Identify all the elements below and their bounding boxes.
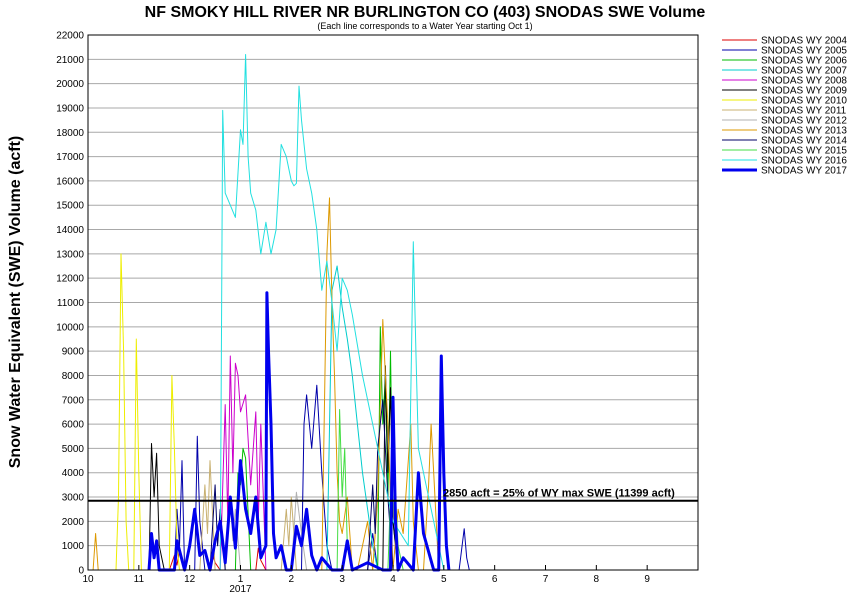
y-tick-label: 14000 (56, 225, 84, 236)
y-tick-label: 6000 (62, 420, 85, 431)
y-tick-label: 7000 (62, 395, 85, 406)
legend-entry-label: SNODAS WY 2004 (761, 36, 847, 47)
y-tick-label: 15000 (56, 201, 84, 212)
x-tick-label: 11 (134, 574, 145, 585)
x-tick-label: 7 (543, 574, 549, 585)
y-tick-label: 18000 (56, 128, 84, 139)
y-tick-label: 19000 (56, 103, 84, 114)
y-tick-label: 1000 (62, 541, 85, 552)
legend-entry-label: SNODAS WY 2005 (761, 46, 847, 57)
y-tick-label: 17000 (56, 152, 84, 163)
legend-entry-label: SNODAS WY 2013 (761, 126, 847, 137)
axes: 0 1000 2000 3000 4000 5000 6000 7000 8000 9000 100… (56, 31, 650, 596)
x-tick-label: 1 (238, 574, 244, 585)
x-tick-label: 5 (441, 574, 447, 585)
y-tick-label: 2000 (62, 517, 85, 528)
y-axis-label: Snow Water Equivalent (SWE) Volume (acft… (7, 136, 24, 468)
legend-entry-label: SNODAS WY 2012 (761, 116, 847, 127)
x-tick-label: 12 (184, 574, 196, 585)
legend-entry-label: SNODAS WY 2016 (761, 156, 847, 167)
reference-line-group: 2850 acft = 25% of WY max SWE (11399 acf… (88, 488, 698, 502)
y-tick-label: 5000 (62, 444, 85, 455)
legend-entry-label: SNODAS WY 2011 (761, 106, 847, 117)
x-tick-label: 10 (82, 574, 94, 585)
y-tick-label: 10000 (56, 322, 84, 333)
y-tick-label: 3000 (62, 493, 85, 504)
series-line-snodas-wy-2008 (219, 355, 267, 571)
legend-entry-label: SNODAS WY 2017 (761, 166, 847, 177)
legend-entry-label: SNODAS WY 2008 (761, 76, 847, 87)
chart-title: NF SMOKY HILL RIVER NR BURLINGTON CO (40… (145, 4, 706, 21)
legend-entry-label: SNODAS WY 2007 (761, 66, 847, 77)
series-line-snodas-wy-2016 (219, 54, 445, 571)
legend-entry-label: SNODAS WY 2014 (761, 136, 847, 147)
x-tick-label: 4 (390, 574, 396, 585)
reference-line-label: 2850 acft = 25% of WY max SWE (11399 acf… (443, 488, 675, 500)
x-tick-label: 8 (594, 574, 600, 585)
y-tick-label: 16000 (56, 176, 84, 187)
y-tick-label: 4000 (62, 468, 85, 479)
y-tick-label: 0 (78, 566, 84, 577)
legend-entry-label: SNODAS WY 2010 (761, 96, 847, 107)
x-tick-label: 2 (289, 574, 295, 585)
y-tick-label: 21000 (56, 55, 84, 66)
legend-entry-label: SNODAS WY 2015 (761, 146, 847, 157)
y-tick-label: 11000 (57, 298, 85, 309)
y-tick-label: 20000 (56, 79, 84, 90)
x-tick-label: 3 (339, 574, 345, 585)
y-tick-label: 13000 (56, 249, 84, 260)
legend-entry-label: SNODAS WY 2006 (761, 56, 847, 67)
y-tick-label: 8000 (62, 371, 85, 382)
y-tick-label: 22000 (56, 31, 84, 42)
legend-entry-label: SNODAS WY 2009 (761, 86, 847, 97)
series-line-snodas-wy-2010 (115, 253, 180, 571)
chart-subtitle: (Each line corresponds to a Water Year s… (317, 21, 532, 31)
x-year-label: 2017 (229, 584, 252, 595)
y-tick-label: 12000 (56, 274, 84, 285)
x-tick-label: 9 (644, 574, 650, 585)
y-tick-label: 9000 (62, 347, 85, 358)
series-line-snodas-wy-2017 (147, 291, 451, 572)
x-tick-label: 6 (492, 574, 498, 585)
series-line-snodas-wy-2007 (326, 265, 379, 571)
